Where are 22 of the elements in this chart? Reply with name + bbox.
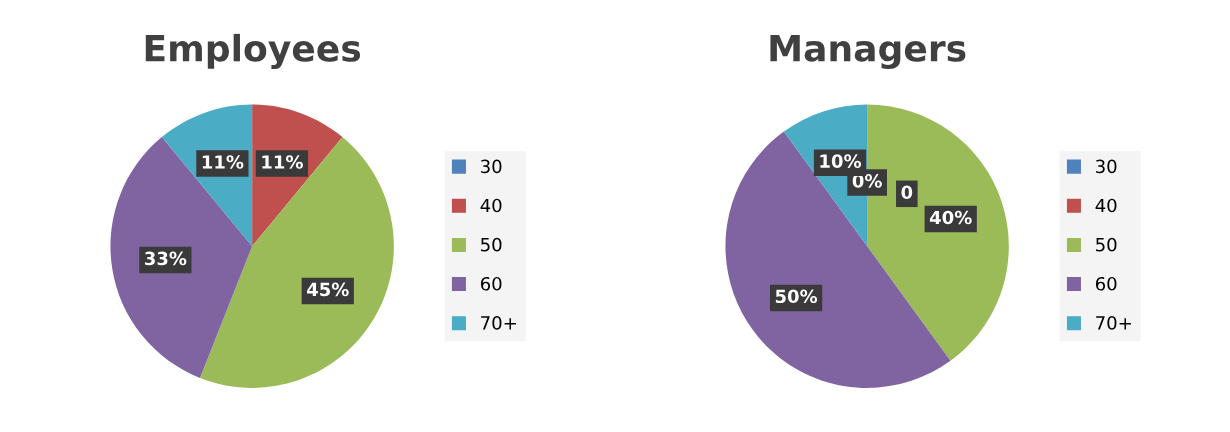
legend-label: 70+ [1096, 316, 1131, 330]
legend-label: 50 [481, 237, 502, 252]
text: 0 [901, 185, 913, 200]
data-label: 11% [202, 155, 244, 169]
data-label: 33% [144, 251, 187, 266]
data-label: 40% [929, 210, 972, 225]
legend-label: 70+ [481, 316, 516, 330]
data-label: 11% [262, 155, 303, 169]
legend-label: 50 [1096, 237, 1117, 252]
legend-label: 30 [1096, 159, 1117, 174]
pie-slice [110, 137, 253, 378]
data-label: 50% [775, 289, 818, 304]
legend-label: 40 [480, 198, 502, 213]
legend-label: 30 [481, 159, 502, 174]
legend-label: 60 [1095, 276, 1117, 291]
pie-slice [199, 137, 394, 388]
data-label: 10% [820, 154, 862, 168]
chart-title: Managers [770, 35, 966, 70]
legend-label: 60 [480, 276, 502, 291]
data-label: 45% [306, 282, 349, 297]
legend-label: 40 [1095, 198, 1117, 213]
chart-title: Employees [145, 33, 361, 70]
